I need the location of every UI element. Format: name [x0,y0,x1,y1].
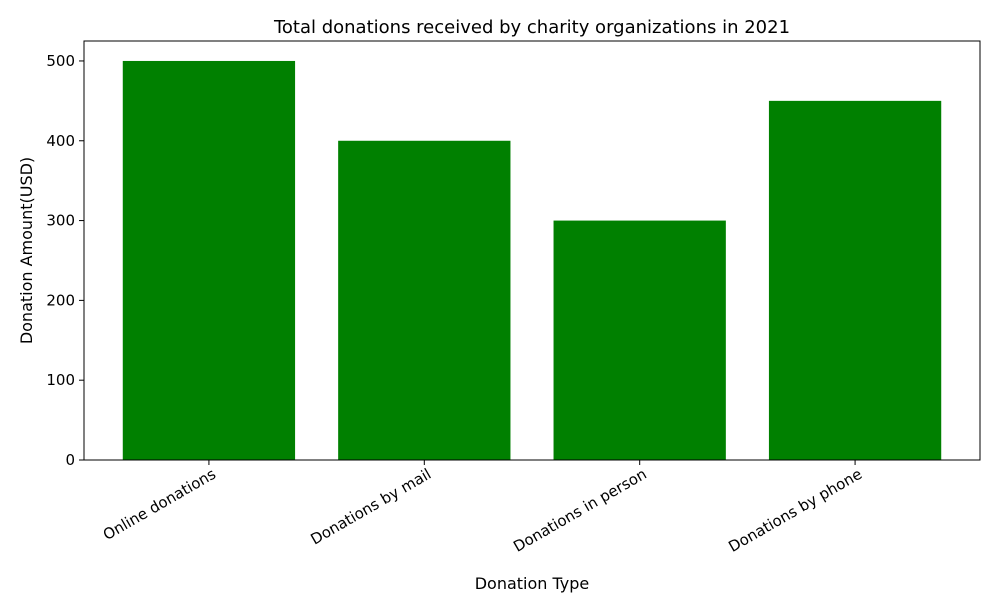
y-tick-label: 400 [46,132,75,150]
bars-group [122,60,942,460]
x-tick-label: Donations by mail [307,465,434,549]
y-axis-ticks: 0 100 200 300 400 500 [46,52,84,469]
y-tick-label: 200 [46,291,75,309]
y-tick-label: 500 [46,52,75,70]
chart-title: Total donations received by charity orga… [273,17,790,38]
bar-online-donations [122,60,296,460]
bar-donations-in-person [553,220,726,460]
y-tick-label: 100 [46,371,75,389]
plot-frame [83,40,981,461]
bar-donations-by-phone [768,100,942,460]
x-tick-label: Donations in person [510,465,649,556]
y-tick-label: 300 [46,212,75,230]
x-tick-label: Online donations [100,465,219,544]
x-axis-ticks: Online donations Donations by mail Donatio… [100,460,865,556]
y-tick-label: 0 [65,451,75,469]
bar-donations-by-mail [338,140,511,460]
y-axis-label: Donation Amount(USD) [17,157,36,344]
x-axis-label: Donation Type [475,574,590,593]
x-tick-label: Donations by phone [725,465,865,556]
